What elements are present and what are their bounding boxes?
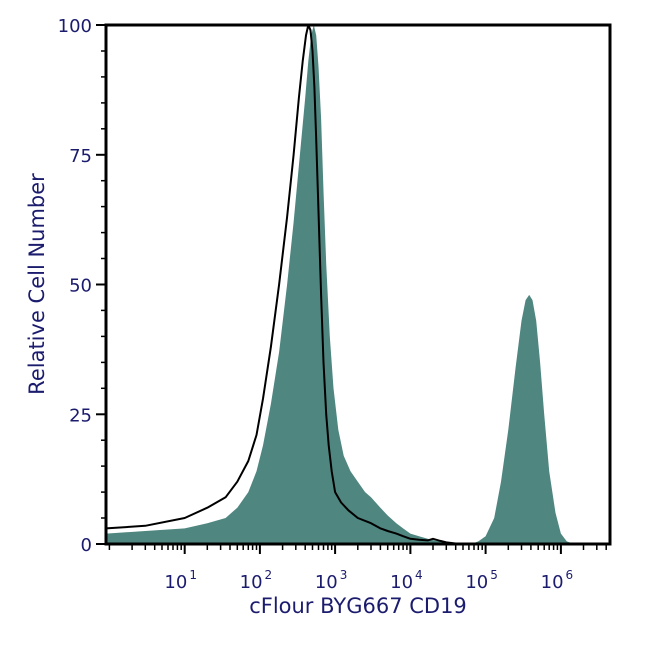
y-tick-label: 75 [69, 146, 92, 167]
series-area-cd19-stained [106, 25, 610, 544]
labels-layer: 10 1 10 2 10 3 10 4 10 5 10 6 0 25 50 75 100 [58, 16, 574, 593]
series-layer [105, 24, 610, 545]
x-tick-label: 10 5 [465, 568, 498, 593]
y-tick-label: 25 [69, 405, 92, 426]
x-tick-label: 10 6 [541, 568, 574, 593]
y-tick-label: 100 [58, 16, 92, 37]
x-tick-label: 10 4 [390, 568, 423, 593]
y-axis-title: Relative Cell Number [25, 173, 49, 395]
x-tick-label: 10 2 [240, 568, 273, 593]
x-tick-label: 10 3 [315, 568, 348, 593]
series-line-isotype-control [105, 24, 610, 545]
x-axis-title: cFlour BYG667 CD19 [249, 594, 467, 618]
y-tick-label: 0 [81, 535, 92, 556]
y-tick-label: 50 [69, 276, 92, 297]
plot-frame [104, 23, 612, 546]
x-tick-label: 10 1 [164, 568, 197, 593]
